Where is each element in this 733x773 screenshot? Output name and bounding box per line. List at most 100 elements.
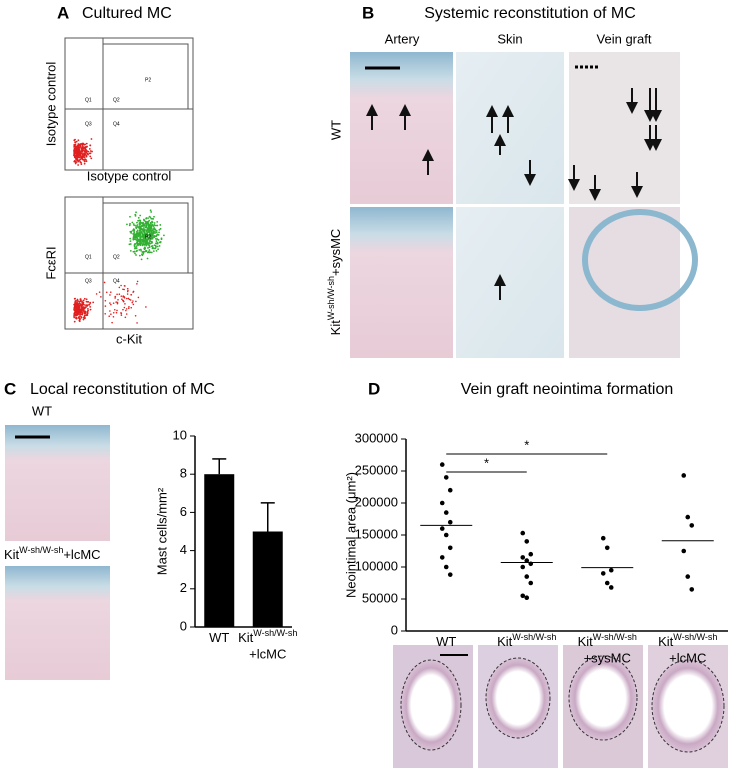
event-dot [73,147,76,150]
event-dot [95,293,98,295]
event-dot [153,236,156,238]
event-dot [104,305,107,307]
label-superscript: W-sh/W-sh [326,276,336,320]
event-dot [139,219,141,222]
event-dot [83,297,86,300]
event-dot [81,301,84,304]
data-point [528,551,534,557]
event-dot [85,154,88,157]
event-dot [126,293,129,295]
event-dot [125,297,128,300]
data-point [685,574,691,579]
y-axis-label: Neointimal area (μm²) [343,472,358,598]
event-dot [85,150,88,153]
event-dot [109,291,112,293]
event-dot [80,309,83,312]
event-dot [155,249,158,252]
event-dot [154,247,157,250]
event-dot [115,301,117,303]
y-tick-label: 2 [180,580,187,595]
event-dot [86,314,89,316]
y-tick-label: 200000 [355,494,398,509]
event-dot [151,220,153,223]
data-point [447,572,453,577]
event-dot [129,250,132,252]
event-dot [128,298,131,301]
data-point [524,539,530,544]
event-dot [159,227,162,230]
event-dot [143,247,146,250]
event-dot [142,221,144,224]
event-dot [114,297,116,299]
event-dot [136,229,139,232]
event-dot [74,304,77,307]
event-dot [83,160,86,163]
panel-letter: A [57,3,69,22]
event-dot [155,234,158,237]
event-dot [151,217,154,220]
event-dot [136,221,138,224]
event-dot [140,231,143,233]
event-dot [109,302,111,304]
micrograph [569,52,680,204]
event-dot [75,305,78,308]
event-dot [76,154,78,156]
event-dot [82,155,85,158]
column-label: Skin [497,31,522,46]
x-axis-label: Isotype control [87,168,172,183]
event-dot [85,160,88,163]
data-point [528,580,534,586]
event-dot [87,150,90,153]
data-point [600,571,606,576]
event-dot [136,283,138,285]
event-dot [129,222,131,225]
label-superscript: W-sh/W-sh [253,628,297,638]
event-dot [79,158,82,161]
event-dot [121,298,123,300]
event-dot [144,234,147,237]
event-dot [133,250,136,253]
event-dot [115,311,118,314]
label-part: +lcMC [63,547,100,562]
y-tick-label: 150000 [355,526,398,541]
event-dot [79,317,81,320]
event-dot [77,304,80,307]
event-dot [150,211,153,213]
event-dot [87,300,90,303]
event-dot [88,303,91,306]
event-dot [133,231,136,234]
event-dot [75,147,77,150]
row-label: WT [328,120,343,140]
event-dot [155,246,157,248]
event-dot [87,309,90,312]
event-dot [142,234,145,237]
event-dot [83,146,86,149]
event-dot [77,146,79,149]
panel-letter: B [362,3,374,22]
event-dot [78,152,81,155]
event-dot [148,242,151,244]
event-dot [140,236,143,238]
event-dot [125,309,127,312]
bar [204,474,235,627]
event-dot [90,157,93,160]
event-dot [150,236,153,239]
event-dot [86,312,89,315]
event-dot [131,301,134,304]
event-dot [73,312,76,314]
event-dot [159,241,162,244]
gate-label: Q3 [85,278,92,284]
event-dot [151,241,154,243]
tissue [651,659,725,753]
event-dot [77,309,80,312]
event-dot [148,230,151,233]
gate-label: Q4 [113,121,120,127]
event-dot [89,152,92,155]
data-point [685,514,691,520]
event-dot [145,224,148,227]
event-dot [132,300,134,302]
gate-label: Q4 [113,278,120,284]
image-label: WT [32,403,52,418]
event-dot [86,305,89,307]
event-dot [146,228,149,231]
